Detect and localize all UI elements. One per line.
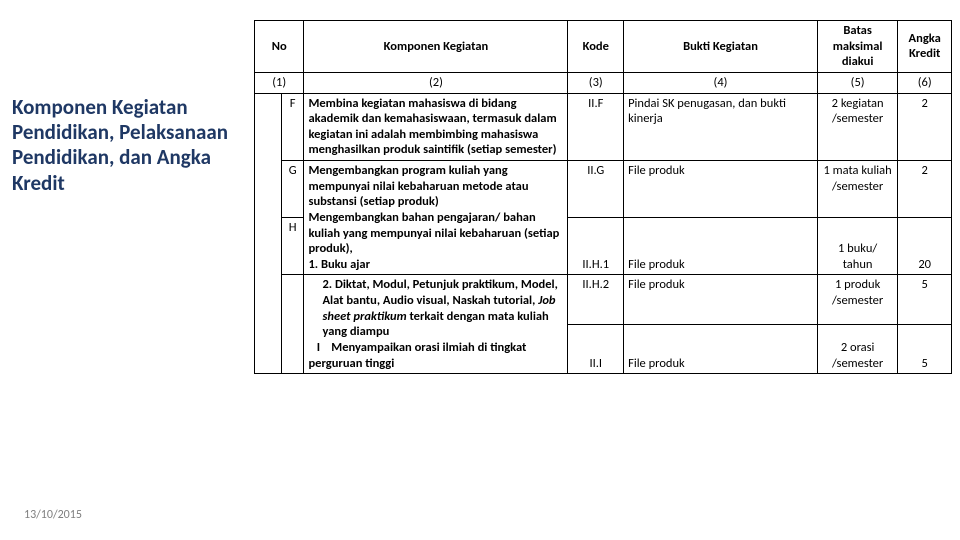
cell-kode: II.I [568,324,624,373]
cell-komp: Mengembangkan program kuliah yang mempun… [304,161,568,275]
kegiatan-table: No Komponen Kegiatan Kode Bukti Kegiatan… [254,20,952,374]
komp-h-b: 1. Buku ajar [308,257,370,272]
subheader-row: (1) (2) (3) (4) (5) (6) [255,72,952,93]
th-bukti: Bukti Kegiatan [624,21,818,73]
slide-date: 13/10/2015 [24,508,82,522]
cell-angka: 5 [898,275,952,324]
sh-5: (5) [817,72,897,93]
cell-batas: 2 kegiatan /semester [817,93,897,161]
komp-g: Mengembangkan program kuliah yang mempun… [308,163,528,209]
sh-3: (3) [568,72,624,93]
sh-2: (2) [304,72,568,93]
cell-batas: 1 mata kuliah /semester [817,161,897,218]
cell-batas: 2 orasi /semester [817,324,897,373]
cell-bukti: Pindai SK penugasan, dan bukti kinerja [624,93,818,161]
slide-title: Komponen Kegiatan Pendidikan, Pelaksanaa… [12,95,242,196]
cell-angka: 2 [898,161,952,218]
header-row: No Komponen Kegiatan Kode Bukti Kegiatan… [255,21,952,73]
komp-text: Membina kegiatan mahasiswa di bidang aka… [308,96,556,158]
sh-6: (6) [898,72,952,93]
sh-4: (4) [624,72,818,93]
cell-bukti: File produk [624,275,818,324]
cell-sub: H [281,218,304,275]
cell-kode: II.H.2 [568,275,624,324]
table-row: 2. Diktat, Modul, Petunjuk praktikum, Mo… [255,275,952,324]
cell-angka: 2 [898,93,952,161]
cell-komp: Membina kegiatan mahasiswa di bidang aka… [304,93,568,161]
cell-sub: F [281,93,304,161]
table-row: G Mengembangkan program kuliah yang memp… [255,161,952,218]
cell-no [255,93,282,374]
cell-komp: 2. Diktat, Modul, Petunjuk praktikum, Mo… [304,275,568,374]
th-komponen: Komponen Kegiatan [304,21,568,73]
th-kode: Kode [568,21,624,73]
komp-i-sub: I [308,340,328,356]
cell-angka: 20 [898,218,952,275]
komp-i: Menyampaikan orasi ilmiah di tingkat per… [308,340,526,371]
cell-sub: G [281,161,304,218]
cell-sub [281,275,304,374]
cell-batas: 1 produk /semester [817,275,897,324]
cell-bukti: File produk [624,218,818,275]
cell-kode: II.H.1 [568,218,624,275]
sh-1: (1) [255,72,304,93]
cell-kode: II.F [568,93,624,161]
cell-angka: 5 [898,324,952,373]
cell-bukti: File produk [624,324,818,373]
th-batas: Batas maksimal diakui [817,21,897,73]
komp-r3-a: 2. Diktat, Modul, Petunjuk praktikum, Mo… [322,277,557,308]
cell-bukti: File produk [624,161,818,218]
th-angka: Angka Kredit [898,21,952,73]
table-row: F Membina kegiatan mahasiswa di bidang a… [255,93,952,161]
th-no: No [255,21,304,73]
cell-kode: II.G [568,161,624,218]
komp-h-a: Mengembangkan bahan pengajaran/ bahan ku… [308,210,559,256]
cell-batas: 1 buku/ tahun [817,218,897,275]
